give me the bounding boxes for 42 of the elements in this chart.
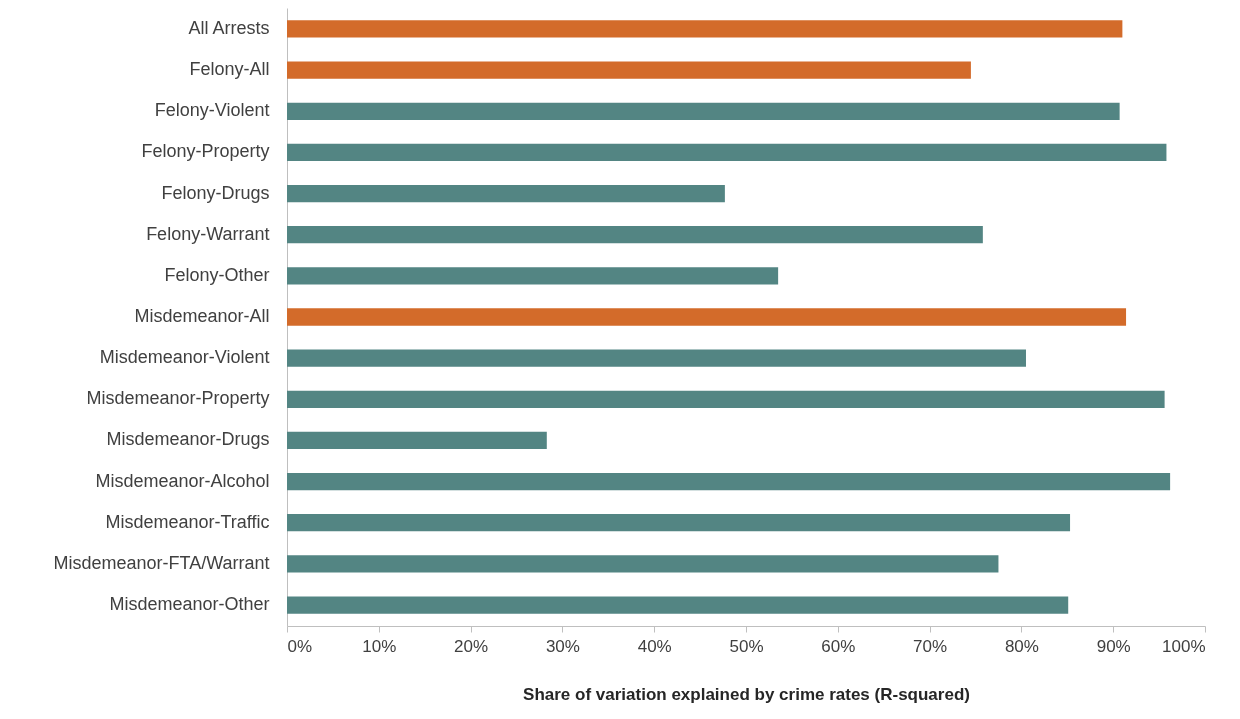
bar: [287, 20, 1123, 38]
y-tick-label: Felony-Other: [164, 264, 270, 285]
y-tick-label: Felony-Drugs: [161, 182, 270, 203]
bar: [287, 349, 1026, 367]
y-tick-label: Misdemeanor-Other: [109, 594, 270, 615]
x-tick-label: 30%: [545, 636, 580, 656]
bar: [287, 472, 1171, 491]
y-tick-label: Felony-Property: [141, 141, 270, 162]
x-tick-label: 90%: [1096, 636, 1131, 656]
x-tick-label: 80%: [1004, 636, 1039, 656]
x-tick-label: 60%: [821, 636, 856, 656]
y-tick-label: Misdemeanor-Traffic: [105, 511, 270, 532]
y-tick-label: Felony-All: [189, 59, 270, 80]
bar: [287, 390, 1165, 408]
x-tick-label: 0%: [287, 636, 313, 656]
y-tick-label: Misdemeanor-All: [134, 306, 270, 326]
bar: [287, 102, 1120, 120]
y-tick-label: Misdemeanor-FTA/Warrant: [53, 552, 270, 573]
x-tick-label: 20%: [454, 636, 489, 656]
x-tick-label: 10%: [362, 636, 397, 656]
bar: [287, 61, 971, 79]
bar: [287, 514, 1071, 532]
y-tick-label: Misdemeanor-Violent: [99, 347, 270, 368]
y-tick-label: Felony-Warrant: [146, 223, 270, 244]
y-tick-label: All Arrests: [188, 17, 270, 38]
bar: [287, 226, 983, 244]
bar: [287, 555, 999, 573]
x-axis-title: Share of variation explained by crime rates (R-squared): [523, 684, 970, 704]
bar: [287, 596, 1069, 614]
y-tick-label: Misdemeanor-Drugs: [106, 429, 270, 450]
x-tick-label: 70%: [913, 636, 948, 656]
x-tick-label: 100%: [1162, 636, 1206, 656]
x-tick-label: 40%: [637, 636, 672, 656]
y-tick-label: Felony-Violent: [154, 100, 270, 121]
x-tick-label: 50%: [729, 636, 764, 656]
y-tick-label: Misdemeanor-Alcohol: [95, 470, 270, 491]
bar: [287, 184, 725, 203]
bar: [287, 431, 547, 450]
bar: [287, 308, 1127, 326]
bar: [287, 267, 779, 285]
bar: [287, 143, 1167, 162]
y-tick-label: Misdemeanor-Property: [86, 388, 270, 409]
